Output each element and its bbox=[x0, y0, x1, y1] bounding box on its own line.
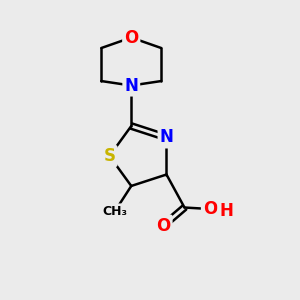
Text: CH₃: CH₃ bbox=[102, 205, 127, 218]
Text: O: O bbox=[203, 200, 217, 218]
Text: N: N bbox=[124, 76, 138, 94]
Text: O: O bbox=[124, 28, 138, 46]
Text: S: S bbox=[103, 147, 116, 165]
Text: O: O bbox=[156, 217, 171, 235]
Text: H: H bbox=[220, 202, 233, 220]
Text: N: N bbox=[160, 128, 173, 146]
